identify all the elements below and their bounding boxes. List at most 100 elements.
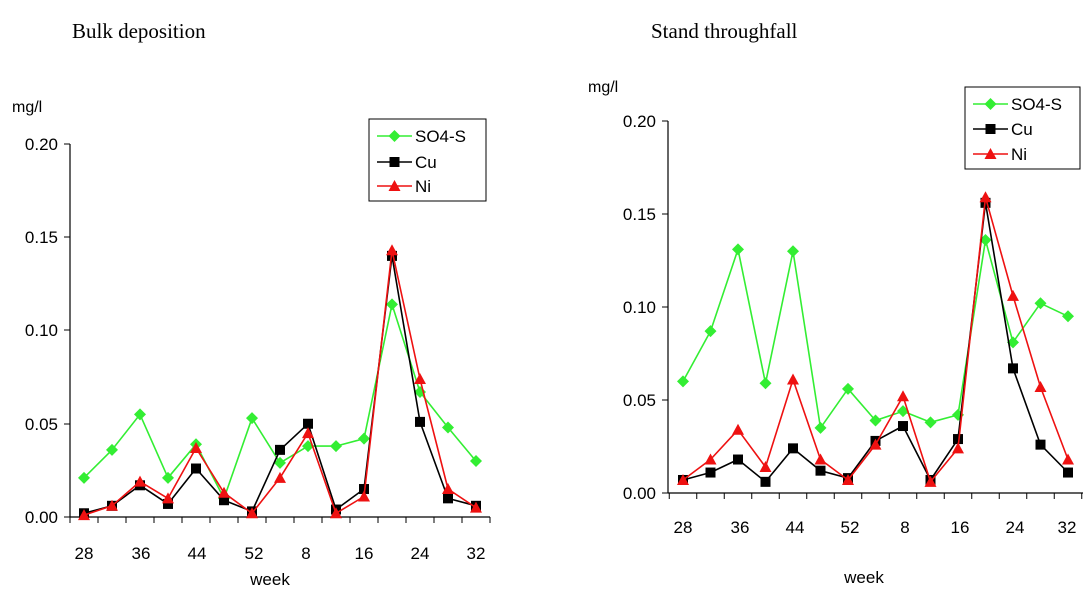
data-point xyxy=(705,467,716,478)
y-tick-label: 0.10 xyxy=(623,298,656,317)
y-tick-label: 0.00 xyxy=(25,508,58,527)
data-point xyxy=(358,490,370,502)
data-point xyxy=(1034,380,1047,392)
data-point xyxy=(842,473,854,485)
y-tick-label: 0.05 xyxy=(25,415,58,434)
x-tick-label: 24 xyxy=(411,544,430,563)
data-point xyxy=(415,416,425,427)
data-point xyxy=(1008,363,1018,374)
data-point xyxy=(442,483,454,495)
plot-area xyxy=(677,191,1074,487)
square-marker-icon xyxy=(985,124,996,134)
legend-item-ni: Ni xyxy=(973,145,1027,164)
y-tick-label: 0.15 xyxy=(623,205,656,224)
data-point xyxy=(979,234,992,247)
data-point xyxy=(924,416,937,429)
chart-bulk-deposition: Bulk deposition mg/l week 0.20 0.15 0.10… xyxy=(12,19,491,589)
x-tick-label: 36 xyxy=(132,544,151,563)
data-point xyxy=(246,507,258,519)
data-point xyxy=(274,456,286,469)
data-point xyxy=(134,475,146,487)
data-point xyxy=(1035,439,1046,450)
legend-label: SO4-S xyxy=(1011,95,1062,114)
legend-label: Cu xyxy=(415,153,437,172)
data-point xyxy=(869,438,882,450)
x-tick-label: 52 xyxy=(245,544,264,563)
data-point xyxy=(814,421,827,434)
x-ticks xyxy=(668,493,1083,499)
data-point xyxy=(134,408,146,421)
data-point xyxy=(191,463,201,474)
data-point xyxy=(787,245,799,258)
y-tick-label: 0.15 xyxy=(25,228,58,247)
legend: SO4-S Cu Ni xyxy=(368,118,487,202)
data-point xyxy=(788,443,798,454)
data-point xyxy=(732,243,744,256)
data-point xyxy=(869,414,882,427)
data-point xyxy=(303,418,313,429)
data-point xyxy=(787,373,799,385)
data-point xyxy=(359,484,369,495)
data-point xyxy=(842,382,854,395)
data-point xyxy=(759,460,772,472)
data-point xyxy=(246,412,258,425)
data-point xyxy=(330,440,342,453)
legend-box xyxy=(964,86,1081,170)
square-marker-icon xyxy=(389,157,400,167)
data-point xyxy=(677,473,689,485)
data-point xyxy=(386,298,398,311)
x-tick-label: 24 xyxy=(1006,518,1025,537)
data-point xyxy=(442,421,454,434)
legend-item-so4s: SO4-S xyxy=(973,95,1062,114)
data-point xyxy=(443,493,453,504)
data-point xyxy=(78,471,90,484)
y-tick-label: 0.05 xyxy=(623,391,656,410)
data-point xyxy=(732,423,744,435)
data-point xyxy=(952,442,964,454)
y-axis-unit: mg/l xyxy=(588,79,618,96)
legend-item-cu: Cu xyxy=(377,153,437,172)
x-tick-label: 8 xyxy=(900,518,909,537)
data-point xyxy=(1062,453,1074,465)
x-ticks xyxy=(69,517,491,523)
x-tick-label: 16 xyxy=(355,544,374,563)
x-tick-label: 44 xyxy=(188,544,207,563)
x-axis-label: week xyxy=(843,568,884,587)
data-point xyxy=(733,454,743,465)
data-point xyxy=(274,471,286,483)
data-point xyxy=(1007,289,1019,301)
legend-item-ni: Ni xyxy=(377,177,431,196)
chart-title: Stand throughfall xyxy=(651,19,798,43)
data-point xyxy=(302,427,314,439)
data-point xyxy=(1007,336,1019,349)
data-point xyxy=(470,501,482,513)
series-line-so4s xyxy=(682,239,1069,429)
x-axis-label: week xyxy=(249,570,290,589)
x-tick-label: 44 xyxy=(786,518,805,537)
legend-item-so4s: SO4-S xyxy=(377,127,466,146)
y-ticks: 0.20 0.15 0.10 0.05 0.00 xyxy=(623,112,668,503)
legend-label: Ni xyxy=(1011,145,1027,164)
x-tick-labels: 28 36 44 52 8 16 24 32 xyxy=(75,544,486,563)
data-point xyxy=(162,492,174,504)
y-tick-label: 0.20 xyxy=(25,135,58,154)
chart-stand-throughfall: Stand throughfall mg/l week 0.20 0.15 0.… xyxy=(588,19,1083,587)
x-tick-labels: 28 36 44 52 8 16 24 32 xyxy=(674,518,1077,537)
legend-box xyxy=(368,118,487,202)
data-point xyxy=(106,499,118,511)
data-point xyxy=(219,495,229,506)
y-ticks: 0.20 0.15 0.10 0.05 0.00 xyxy=(25,135,70,527)
legend: SO4-S Cu Ni xyxy=(964,86,1081,170)
legend-label: Ni xyxy=(415,177,431,196)
data-point xyxy=(1062,310,1074,323)
data-point xyxy=(759,377,772,390)
data-point xyxy=(897,390,909,402)
legend-item-cu: Cu xyxy=(973,120,1033,139)
data-point xyxy=(815,465,826,476)
x-tick-label: 28 xyxy=(674,518,693,537)
x-tick-label: 32 xyxy=(467,544,486,563)
data-point xyxy=(953,434,963,445)
triangle-marker-icon xyxy=(388,180,401,191)
data-point xyxy=(106,443,118,456)
